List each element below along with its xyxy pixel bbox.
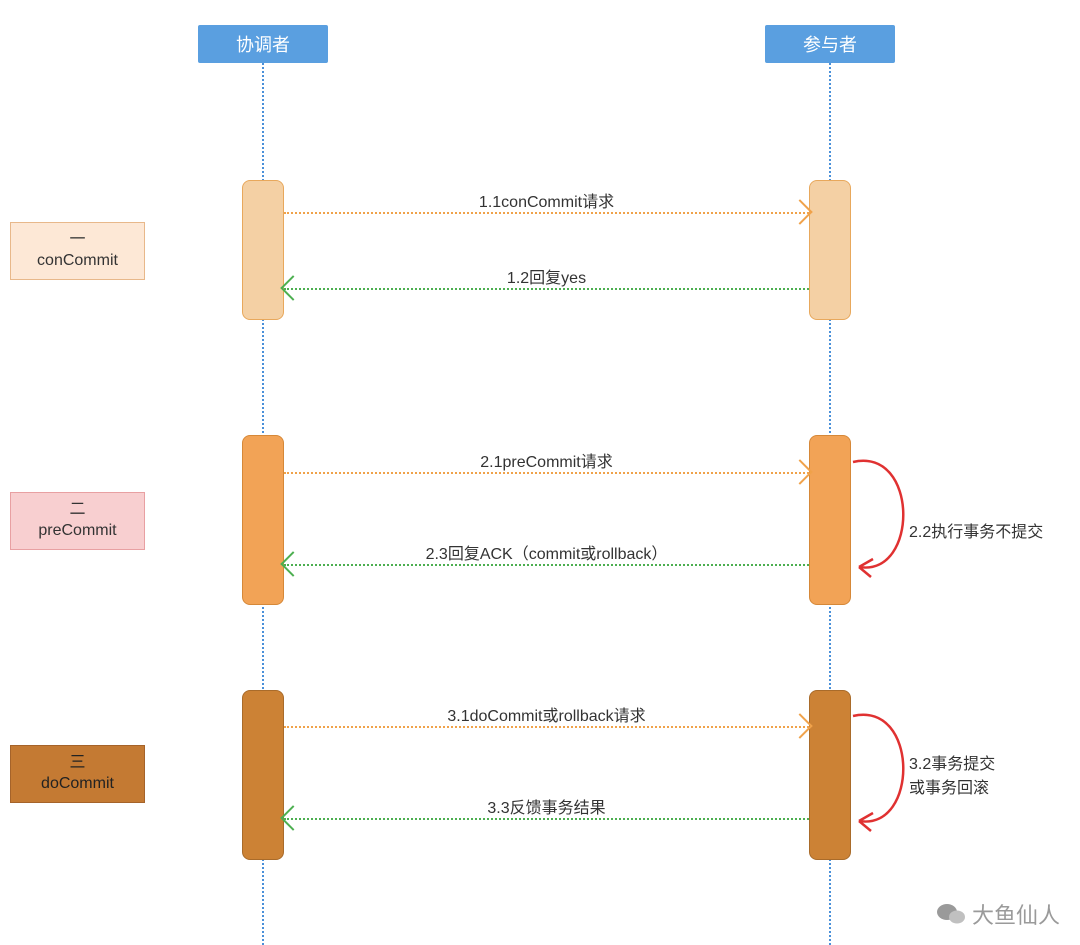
activation-bar — [242, 690, 284, 860]
phase-name: doCommit — [41, 774, 114, 795]
message-label: 2.3回复ACK（commit或rollback） — [426, 540, 668, 564]
activation-bar — [242, 435, 284, 605]
message-arrow — [284, 726, 809, 728]
self-loop-label: 3.2事务提交或事务回滚 — [909, 750, 995, 798]
activation-bar — [242, 180, 284, 320]
phase-label-phase2: 二preCommit — [10, 492, 145, 550]
activation-bar — [809, 435, 851, 605]
self-loop-arrow — [851, 452, 929, 582]
watermark-text: 大鱼仙人 — [972, 898, 1060, 930]
message-arrow — [284, 818, 809, 820]
message-label: 2.1preCommit请求 — [480, 448, 612, 472]
phase-label-phase3: 三doCommit — [10, 745, 145, 803]
arrow-head-icon — [280, 805, 305, 830]
self-loop-label: 2.2执行事务不提交 — [909, 518, 1043, 542]
message-label: 1.2回复yes — [507, 264, 586, 288]
phase-num: 二 — [69, 500, 85, 521]
message-label: 3.3反馈事务结果 — [487, 794, 605, 818]
message-label: 1.1conCommit请求 — [479, 188, 614, 212]
phase-num: 三 — [69, 753, 85, 774]
phase-name: preCommit — [38, 521, 116, 542]
message-arrow — [284, 212, 809, 214]
message-arrow — [284, 288, 809, 290]
arrow-head-icon — [280, 275, 305, 300]
activation-bar — [809, 690, 851, 860]
message-arrow — [284, 472, 809, 474]
message-label: 3.1doCommit或rollback请求 — [447, 702, 645, 726]
activation-bar — [809, 180, 851, 320]
phase-num: 一 — [69, 230, 85, 251]
coordinator-header: 协调者 — [198, 25, 328, 63]
participant-header: 参与者 — [765, 25, 895, 63]
arrow-head-icon — [280, 551, 305, 576]
phase-label-phase1: 一conCommit — [10, 222, 145, 280]
watermark: 大鱼仙人 — [936, 898, 1060, 930]
message-arrow — [284, 564, 809, 566]
phase-name: conCommit — [37, 251, 118, 272]
wechat-icon — [936, 902, 966, 926]
